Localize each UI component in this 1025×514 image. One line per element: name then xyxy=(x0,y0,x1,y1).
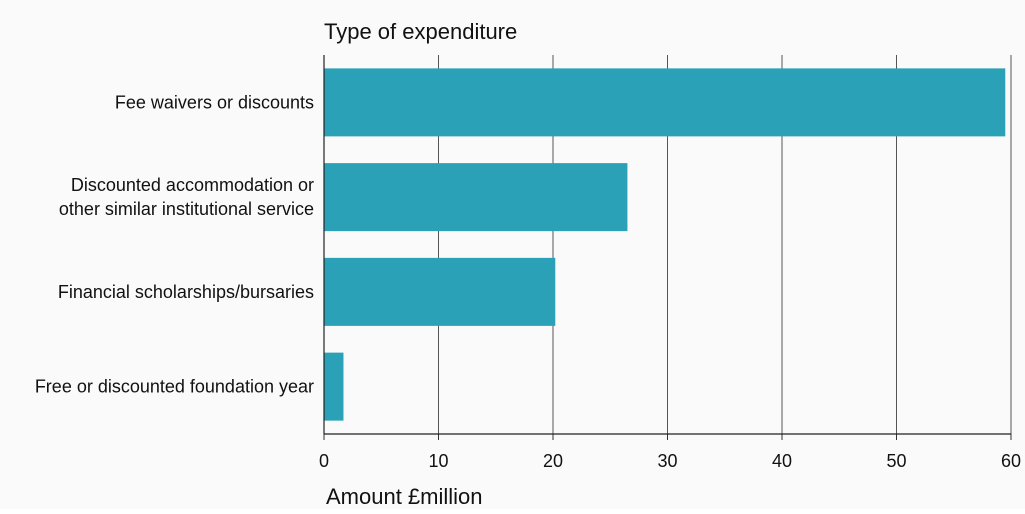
x-tick-label: 60 xyxy=(1001,451,1021,471)
bars xyxy=(324,68,1006,421)
x-tick-label: 10 xyxy=(428,451,448,471)
bar xyxy=(324,68,1006,137)
category-label: Financial scholarships/bursaries xyxy=(58,282,314,302)
y-axis-title: Type of expenditure xyxy=(324,19,517,44)
category-label: Fee waivers or discounts xyxy=(115,92,314,112)
x-tick-label: 50 xyxy=(886,451,906,471)
category-label-line: Financial scholarships/bursaries xyxy=(58,282,314,302)
category-label-line: Fee waivers or discounts xyxy=(115,92,314,112)
category-label: Free or discounted foundation year xyxy=(35,377,314,397)
bar xyxy=(324,163,628,232)
category-label-line: Discounted accommodation or xyxy=(71,175,314,195)
x-tick-label: 40 xyxy=(772,451,792,471)
category-label-line: other similar institutional service xyxy=(59,199,314,219)
bar xyxy=(324,352,344,421)
x-tick-label: 20 xyxy=(543,451,563,471)
x-tick-labels: 0 10 20 30 40 50 60 xyxy=(319,451,1021,471)
x-tick-label: 0 xyxy=(319,451,329,471)
category-label: Discounted accommodation or other similar… xyxy=(59,175,314,219)
category-label-line: Free or discounted foundation year xyxy=(35,377,314,397)
category-labels: Fee waivers or discounts Discounted accom… xyxy=(35,92,314,396)
x-tick-label: 30 xyxy=(657,451,677,471)
axes xyxy=(323,55,1012,440)
bar xyxy=(324,257,556,326)
x-axis-title: Amount £million xyxy=(326,484,483,509)
